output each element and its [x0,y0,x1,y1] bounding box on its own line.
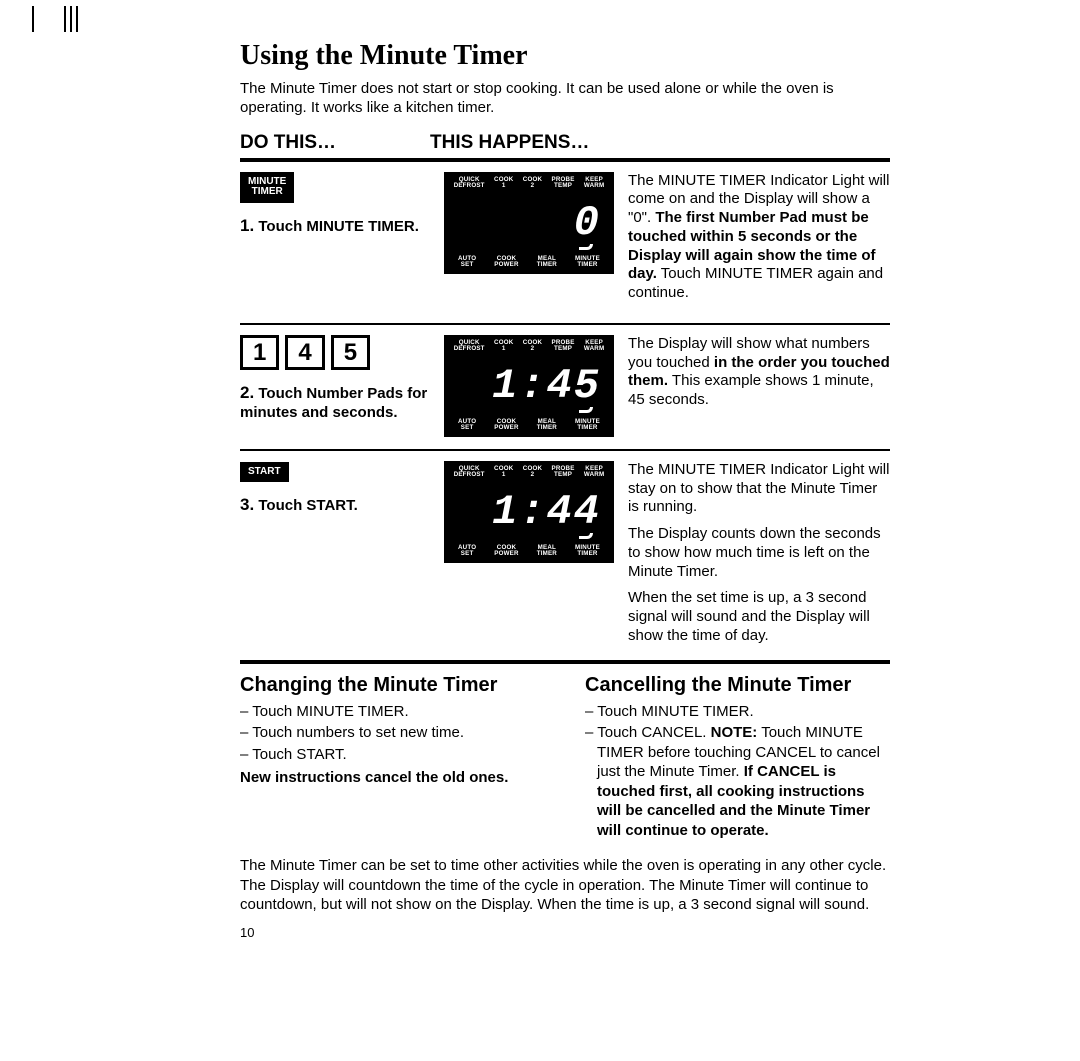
step-result: The Display will show what numbers you t… [628,335,890,437]
subsections: Changing the Minute Timer – Touch MINUTE… [240,674,890,843]
step-label: 2. Touch Number Pads for minutes and sec… [240,382,430,423]
display-indicator [579,244,593,250]
start-button[interactable]: START [240,462,289,483]
display-screen: 1:44 [447,481,611,543]
list-item: – Touch MINUTE TIMER. [240,702,545,722]
display-bottom-labels: AUTOSETCOOKPOWERMEALTIMERMINUTETIMER [447,417,611,434]
step-row-2: 145 2. Touch Number Pads for minutes and … [240,335,890,437]
display-indicator [579,533,593,539]
divider [240,158,890,162]
list-item: – Touch START. [240,745,545,765]
step-label: 1. Touch MINUTE TIMER. [240,215,430,237]
number-pad-1[interactable]: 1 [240,335,279,370]
result-text: The MINUTE TIMER Indicator Light will co… [628,172,890,303]
divider [240,449,890,451]
bottom-note: The Minute Timer can be set to time othe… [240,856,890,915]
step-action: START 3. Touch START. [240,461,430,654]
header-do-this: DO THIS… [240,132,430,154]
microwave-display: QUICKDEFROSTCOOK1COOK2PROBETEMPKEEPWARM … [444,335,614,437]
step-result: The MINUTE TIMER Indicator Light will st… [628,461,890,654]
display-screen: 0 [447,192,611,254]
header-this-happens: THIS HAPPENS… [430,132,890,154]
minute-timer-button[interactable]: MINUTETIMER [240,172,294,203]
step-row-1: MINUTETIMER 1. Touch MINUTE TIMER. QUICKD… [240,172,890,311]
number-pad-5[interactable]: 5 [331,335,370,370]
step-display: QUICKDEFROSTCOOK1COOK2PROBETEMPKEEPWARM … [444,172,614,311]
display-top-labels: QUICKDEFROSTCOOK1COOK2PROBETEMPKEEPWARM [447,175,611,192]
number-pad-row: 145 [240,335,430,374]
microwave-display: QUICKDEFROSTCOOK1COOK2PROBETEMPKEEPWARM … [444,461,614,563]
page-number: 10 [240,925,890,940]
result-text: The Display counts down the seconds to s… [628,525,890,581]
scan-ticks [32,6,78,32]
list-item: – Touch CANCEL. NOTE: Touch MINUTE TIMER… [585,723,890,840]
divider [240,323,890,325]
step-action: 145 2. Touch Number Pads for minutes and … [240,335,430,437]
changing-section: Changing the Minute Timer – Touch MINUTE… [240,674,545,843]
result-text: When the set time is up, a 3 second sign… [628,589,890,645]
display-screen: 1:45 [447,355,611,417]
cancelling-section: Cancelling the Minute Timer – Touch MINU… [585,674,890,843]
changing-list: – Touch MINUTE TIMER.– Touch numbers to … [240,702,545,765]
cancelling-list: – Touch MINUTE TIMER.– Touch CANCEL. NOT… [585,702,890,841]
number-pad-4[interactable]: 4 [285,335,324,370]
list-item: – Touch numbers to set new time. [240,723,545,743]
step-action: MINUTETIMER 1. Touch MINUTE TIMER. [240,172,430,311]
step-row-3: START 3. Touch START. QUICKDEFROSTCOOK1CO… [240,461,890,654]
intro-text: The Minute Timer does not start or stop … [240,80,890,118]
result-text: The Display will show what numbers you t… [628,335,890,410]
step-label: 3. Touch START. [240,494,430,516]
microwave-display: QUICKDEFROSTCOOK1COOK2PROBETEMPKEEPWARM … [444,172,614,274]
manual-page: Using the Minute Timer The Minute Timer … [240,40,890,940]
cancelling-title: Cancelling the Minute Timer [585,674,890,696]
divider [240,660,890,664]
result-text: The MINUTE TIMER Indicator Light will st… [628,461,890,517]
display-digits: 1:45 [492,362,601,410]
display-top-labels: QUICKDEFROSTCOOK1COOK2PROBETEMPKEEPWARM [447,338,611,355]
display-top-labels: QUICKDEFROSTCOOK1COOK2PROBETEMPKEEPWARM [447,464,611,481]
list-item: – Touch MINUTE TIMER. [585,702,890,722]
display-bottom-labels: AUTOSETCOOKPOWERMEALTIMERMINUTETIMER [447,543,611,560]
display-digits: 0 [574,199,601,247]
step-display: QUICKDEFROSTCOOK1COOK2PROBETEMPKEEPWARM … [444,461,614,654]
step-display: QUICKDEFROSTCOOK1COOK2PROBETEMPKEEPWARM … [444,335,614,437]
display-digits: 1:44 [492,488,601,536]
changing-note: New instructions cancel the old ones. [240,768,545,788]
display-bottom-labels: AUTOSETCOOKPOWERMEALTIMERMINUTETIMER [447,254,611,271]
display-indicator [579,407,593,413]
changing-title: Changing the Minute Timer [240,674,545,696]
page-title: Using the Minute Timer [240,40,890,72]
step-result: The MINUTE TIMER Indicator Light will co… [628,172,890,311]
column-headers: DO THIS… THIS HAPPENS… [240,132,890,154]
